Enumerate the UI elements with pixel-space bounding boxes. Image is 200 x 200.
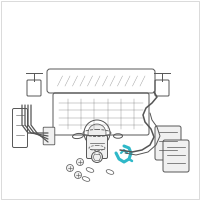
FancyBboxPatch shape [163,140,189,172]
Circle shape [74,171,82,178]
Circle shape [76,158,84,166]
FancyBboxPatch shape [155,126,181,160]
FancyBboxPatch shape [86,136,108,158]
Circle shape [66,164,74,171]
Circle shape [88,124,106,142]
FancyBboxPatch shape [43,127,55,145]
Circle shape [92,152,102,162]
